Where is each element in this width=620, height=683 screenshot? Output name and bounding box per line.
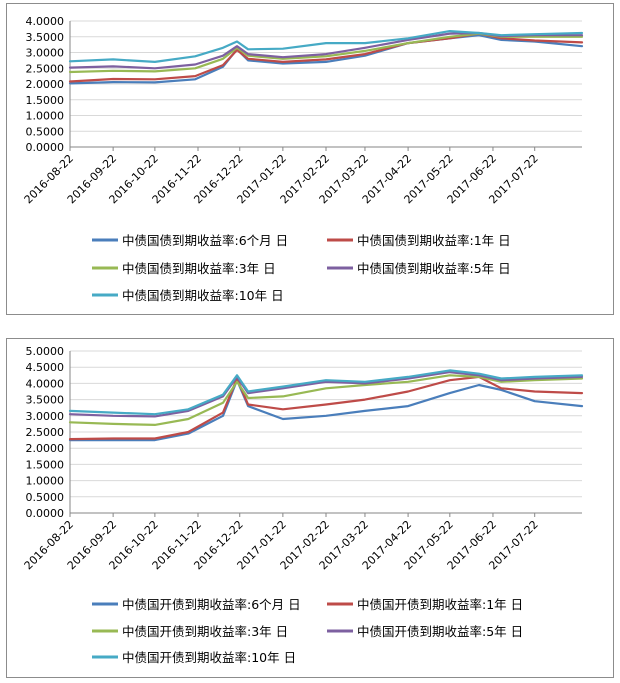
series-line [68,369,584,416]
y-tick-label: 5.0000 [26,345,65,358]
y-tick-label: 2.5000 [26,62,65,75]
legend-label: 中债国债到期收益率:10年 日 [122,288,284,303]
y-tick-label: 4.0000 [26,377,65,390]
series-line [68,30,584,64]
legend-label: 中债国开债到期收益率:10年 日 [122,650,296,665]
legend-label: 中债国开债到期收益率:1年 日 [357,597,523,612]
chart-panel-treasury: 0.0000 0.5000 1.0000 1.5000 2.0000 2.5000 3.00… [6,3,614,315]
legend-label: 中债国债到期收益率:1年 日 [357,233,511,248]
y-tick-label: 4.5000 [26,361,65,374]
y-tick-label: 0.0000 [26,507,65,520]
chart-cdb-yields: 0.0000 0.5000 1.0000 1.5000 2.0000 2.5000 3.00… [22,345,584,665]
y-tick-label: 3.5000 [26,31,65,44]
y-tick-label: 1.0000 [26,110,65,123]
series-line [68,370,584,418]
legend-label: 中债国债到期收益率:6个月 日 [122,233,288,248]
y-tick-label: 1.0000 [26,475,65,488]
series-line [68,34,584,85]
legend-label: 中债国开债到期收益率:6个月 日 [122,597,301,612]
legend-label: 中债国债到期收益率:3年 日 [122,261,276,276]
chart-panel-cdb: 0.0000 0.5000 1.0000 1.5000 2.0000 2.5000 3.00… [6,338,614,678]
y-tick-label: 1.5000 [26,458,65,471]
series-line [68,375,584,441]
y-tick-label: 3.0000 [26,47,65,60]
y-tick-label: 3.0000 [26,410,65,423]
legend-label: 中债国开债到期收益率:3年 日 [122,624,288,639]
legend-label: 中债国开债到期收益率:5年 日 [357,624,523,639]
legend-label: 中债国债到期收益率:5年 日 [357,261,511,276]
y-tick-label: 0.5000 [26,491,65,504]
chart-treasury-yields: 0.0000 0.5000 1.0000 1.5000 2.0000 2.5000 3.00… [22,15,584,303]
y-tick-label: 2.0000 [26,442,65,455]
y-tick-label: 1.5000 [26,94,65,107]
y-tick-label: 4.0000 [26,15,65,28]
y-tick-label: 2.5000 [26,426,65,439]
y-tick-label: 3.5000 [26,394,65,407]
y-tick-label: 2.0000 [26,78,65,91]
series-line [68,374,584,427]
y-tick-label: 0.5000 [26,125,65,138]
series-line [68,379,584,442]
y-tick-label: 0.0000 [26,141,65,154]
